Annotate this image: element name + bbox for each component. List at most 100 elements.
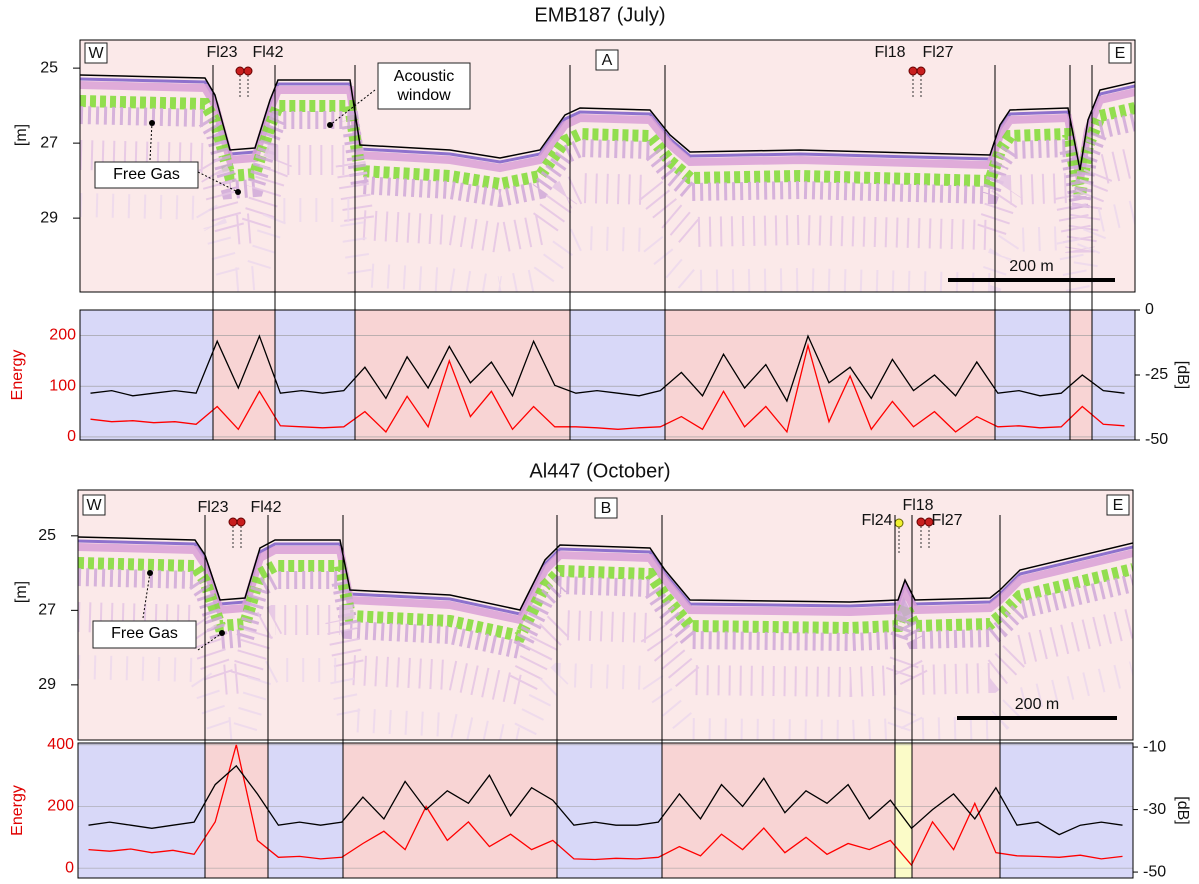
echogram-frame xyxy=(77,489,1134,741)
depth-tick-label: 29 xyxy=(38,676,56,693)
annotation-text: Free Gas xyxy=(113,166,180,183)
echogram-sediment xyxy=(80,74,1135,292)
label-box xyxy=(595,49,619,71)
y2-tick-label: -25 xyxy=(1145,366,1168,383)
energy-frame xyxy=(79,309,1136,441)
energy-frame xyxy=(77,742,1134,879)
annotation-arrow xyxy=(197,632,223,651)
scale-bar-label: 200 m xyxy=(1015,696,1059,713)
panel-title: Al447 (October) xyxy=(529,460,670,482)
scale-bar-label: 200 m xyxy=(1009,258,1053,275)
y2-tick-label: -50 xyxy=(1145,431,1168,448)
depth-axis-label: [m] xyxy=(13,124,30,146)
flare-label: Fl42 xyxy=(252,44,283,61)
section-background xyxy=(912,743,1000,878)
section-background xyxy=(1092,310,1135,440)
annotation-box xyxy=(92,620,197,649)
arrow-head xyxy=(149,120,155,126)
depth-tick-label: 27 xyxy=(40,134,58,151)
flare-label: Fl18 xyxy=(874,44,905,61)
section-background xyxy=(205,743,268,878)
annotation-box xyxy=(377,62,471,110)
depth-axis-label: [m] xyxy=(13,581,30,603)
annotation-text: Free Gas xyxy=(111,625,178,642)
flare-marker xyxy=(908,66,918,76)
y-axis-label: Energy xyxy=(9,785,26,836)
energy-line xyxy=(88,744,1123,867)
echogram-background xyxy=(78,490,1133,740)
depth-tick-label: 29 xyxy=(40,209,58,226)
panel-title: EMB187 (July) xyxy=(534,4,665,26)
depth-tick-label: 25 xyxy=(38,527,56,544)
section-background xyxy=(268,743,343,878)
y-tick-label: 0 xyxy=(67,428,76,445)
section-background xyxy=(1070,310,1092,440)
section-background xyxy=(78,743,205,878)
arrow-head xyxy=(219,630,225,636)
y2-axis-label: [dB] xyxy=(1174,361,1191,389)
flare-marker xyxy=(235,66,245,76)
label-label: A xyxy=(602,52,613,69)
flare-label: Fl24 xyxy=(861,512,892,529)
annotation-arrow xyxy=(142,572,151,619)
sediment-band xyxy=(78,539,1133,616)
depth-tick-label: 27 xyxy=(38,602,56,619)
arrow-head xyxy=(147,570,153,576)
flare-marker xyxy=(243,66,253,76)
db-line xyxy=(90,334,1125,403)
sediment-band xyxy=(78,543,1133,625)
label-box xyxy=(1106,494,1130,516)
annotation: Acoustic window xyxy=(393,68,455,104)
energy-line xyxy=(90,342,1125,434)
echogram-sediment xyxy=(78,536,1133,740)
seafloor-line xyxy=(78,536,1133,611)
y-axis-label: Energy xyxy=(9,350,26,401)
section-background xyxy=(275,310,355,440)
flare-marker xyxy=(894,518,904,528)
label-label: B xyxy=(601,500,612,517)
echogram-frame xyxy=(79,39,1136,293)
y2-tick-label: 0 xyxy=(1145,301,1154,318)
section-background xyxy=(995,310,1070,440)
annotation-text: Acoustic window xyxy=(393,68,455,104)
west-label: W xyxy=(88,45,104,62)
label-box xyxy=(594,497,618,519)
arrow-head xyxy=(327,122,333,128)
flare-marker xyxy=(236,517,246,527)
flare-label: Fl23 xyxy=(206,44,237,61)
y2-axis-label: [dB] xyxy=(1174,796,1191,824)
label-box xyxy=(1108,42,1132,64)
section-background xyxy=(80,310,213,440)
annotation-arrow xyxy=(329,89,376,126)
section-background xyxy=(343,743,557,878)
east-label: E xyxy=(1115,45,1126,62)
y-tick-label: 200 xyxy=(47,798,74,815)
flare-label: Fl27 xyxy=(931,512,962,529)
y2-tick-label: -50 xyxy=(1143,863,1166,880)
annotation: Free Gas xyxy=(111,625,178,642)
annotation-box xyxy=(94,161,199,189)
arrow-head xyxy=(235,189,241,195)
section-background xyxy=(355,310,570,440)
y2-tick-label: -30 xyxy=(1143,801,1166,818)
y-tick-label: 0 xyxy=(65,859,74,876)
section-background xyxy=(662,743,895,878)
label-box xyxy=(82,494,106,516)
db-line xyxy=(88,764,1123,836)
west-label: W xyxy=(86,497,102,514)
flare-label: Fl42 xyxy=(250,499,281,516)
section-background xyxy=(570,310,665,440)
depth-tick-label: 25 xyxy=(40,59,58,76)
flare-marker xyxy=(916,66,926,76)
y-tick-label: 100 xyxy=(49,377,76,394)
seafloor-line xyxy=(80,74,1135,171)
flare-marker xyxy=(916,517,926,527)
flare-marker xyxy=(228,517,238,527)
y-tick-label: 400 xyxy=(47,736,74,753)
east-label: E xyxy=(1113,497,1124,514)
flare-marker xyxy=(924,517,934,527)
flare-label: Fl18 xyxy=(902,497,933,514)
y-tick-label: 200 xyxy=(49,327,76,344)
